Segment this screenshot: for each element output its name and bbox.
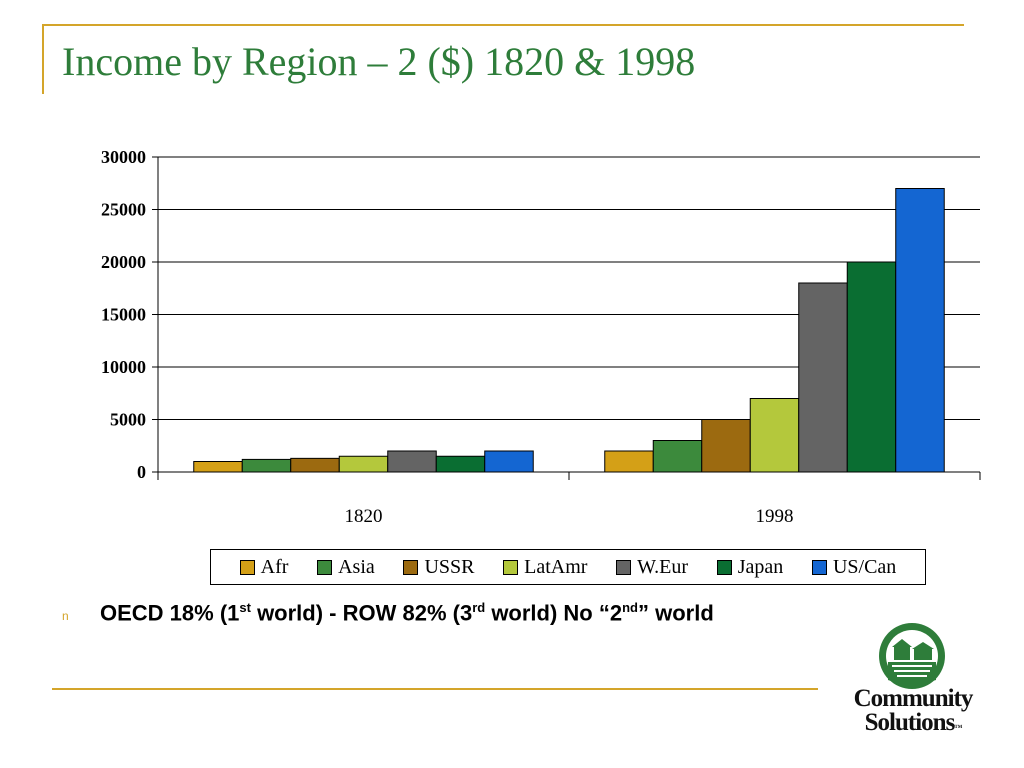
bar-chart: 0 5000 10000 15000 20000 25000 30000 1820 1998 [101,147,981,527]
chart-legend: Afr Asia USSR LatAmr W.Eur Japan US/Can [210,549,926,585]
legend-item: Japan [716,555,784,579]
bar [604,450,654,473]
legend-label: Japan [737,555,784,578]
bar [798,282,848,473]
legend-item: LatAmr [503,556,587,579]
legend-item: US/Can [811,555,897,579]
legend-label: US/Can [832,555,897,578]
y-tick-label: 25000 [101,200,146,220]
bullet-marker-icon: n [62,609,69,624]
community-solutions-logo: Community Solutions™ [838,622,988,742]
legend-label: LatAmr [524,555,588,578]
x-category-label: 1820 [345,506,383,527]
legend-swatch [811,559,827,575]
bar [435,455,486,473]
legend-swatch [317,559,333,575]
legend-item: W.Eur [616,556,688,579]
farm-emblem-icon [879,623,945,689]
y-tick-label: 5000 [110,410,146,430]
y-tick-label: 20000 [101,252,146,272]
slide-title: Income by Region – 2 ($) 1820 & 1998 [62,39,696,84]
x-category-label: 1998 [756,506,794,527]
bar [484,450,534,473]
bar [749,398,800,473]
legend-swatch [239,559,255,575]
footer-rule [52,688,818,690]
title-left-rule [42,24,44,94]
bar [652,440,703,473]
bar [338,455,389,473]
title-top-rule [42,24,964,26]
legend-item: USSR [403,556,474,579]
legend-item: Afr [239,555,289,579]
legend-item: Asia [317,556,375,579]
bar [846,261,897,473]
bar [895,188,945,473]
bar [290,457,340,473]
legend-label: USSR [424,555,475,578]
legend-label: W.Eur [637,555,689,578]
legend-swatch [616,559,632,575]
y-tick-label: 30000 [101,147,146,167]
legend-swatch [403,559,419,575]
bar [193,461,243,473]
logo-text-solutions: Solutions™ [864,709,963,736]
bullet-text: OECD 18% (1st world) - ROW 82% (3rd worl… [100,600,714,626]
legend-swatch [503,559,519,575]
bar [241,458,292,473]
y-tick-label: 0 [137,462,146,482]
logo-text-community: Community [853,685,974,712]
bar [701,419,751,473]
legend-label: Asia [338,555,375,578]
bullet-point: n OECD 18% (1st world) - ROW 82% (3rd wo… [62,600,714,626]
y-tick-label: 15000 [101,305,146,325]
legend-swatch [716,559,732,575]
y-tick-label: 10000 [101,357,146,377]
legend-label: Afr [260,555,289,578]
bar [387,450,437,473]
